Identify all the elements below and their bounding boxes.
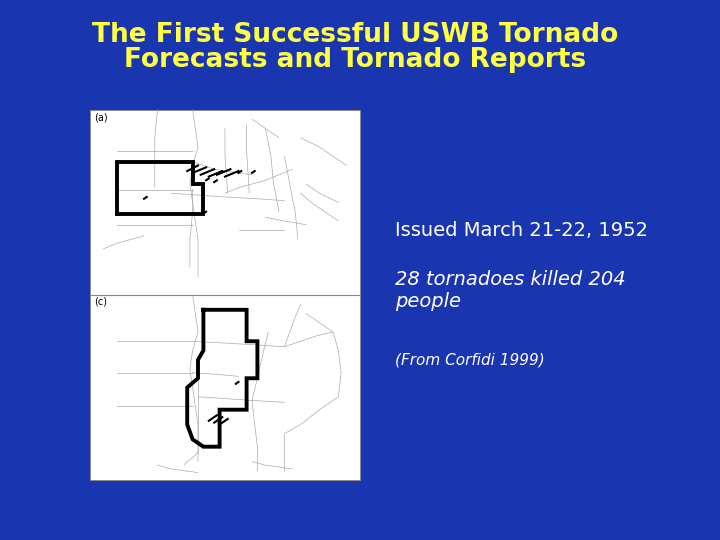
Text: 28 tornadoes killed 204
people: 28 tornadoes killed 204 people — [395, 270, 626, 311]
Text: (c): (c) — [94, 297, 107, 307]
Text: Issued March 21-22, 1952: Issued March 21-22, 1952 — [395, 220, 648, 240]
Bar — [90, 295, 360, 480]
Bar — [90, 110, 360, 295]
Text: The First Successful USWB Tornado: The First Successful USWB Tornado — [92, 22, 618, 48]
Text: Forecasts and Tornado Reports: Forecasts and Tornado Reports — [124, 47, 586, 73]
Text: (From Corfidi 1999): (From Corfidi 1999) — [395, 353, 545, 368]
Text: (a): (a) — [94, 113, 107, 123]
